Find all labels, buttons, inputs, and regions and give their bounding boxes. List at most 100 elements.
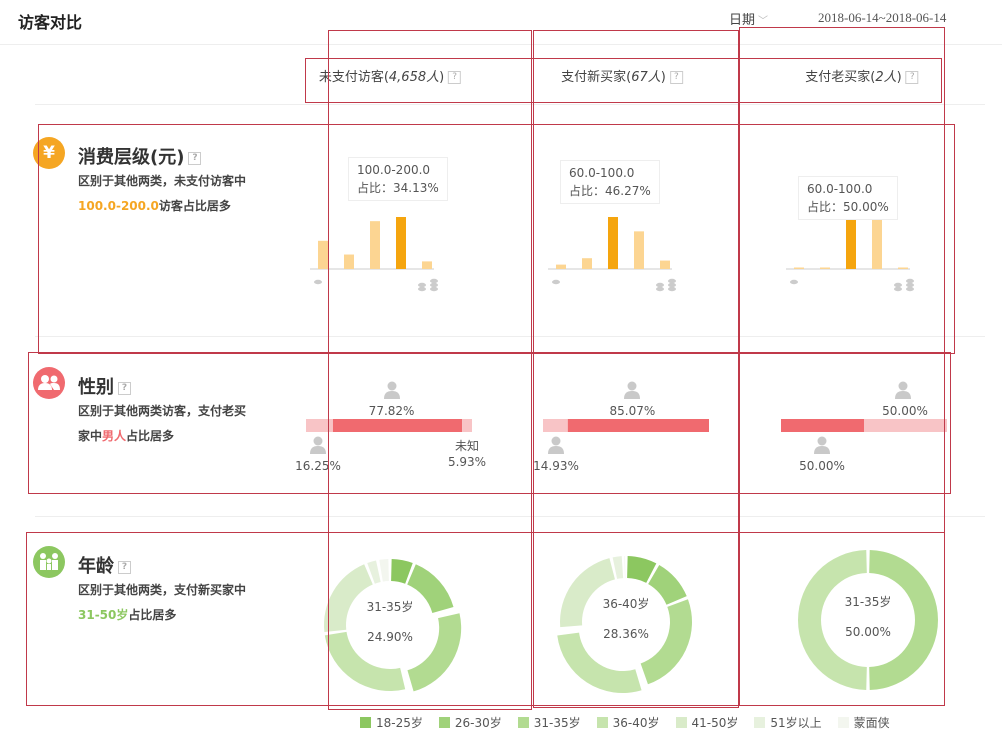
description-highlight: 100.0-200.0 xyxy=(78,199,159,213)
donut-slice[interactable] xyxy=(557,632,642,694)
legend-item[interactable]: 26-30岁 xyxy=(438,714,502,731)
bar[interactable] xyxy=(794,267,804,270)
donut-slice[interactable] xyxy=(560,558,615,628)
legend-item[interactable]: 31-35岁 xyxy=(517,714,581,731)
bar[interactable] xyxy=(872,217,882,269)
people-icon xyxy=(33,367,65,399)
help-icon[interactable]: ? xyxy=(669,71,683,84)
column-label: 支付老买家( xyxy=(805,70,876,85)
donut-slice[interactable] xyxy=(367,560,381,584)
donut-slice[interactable] xyxy=(324,564,373,633)
bar[interactable] xyxy=(820,267,830,270)
bar[interactable] xyxy=(608,217,618,269)
date-dropdown[interactable]: 日期 ﹀ xyxy=(729,9,768,28)
legend-item[interactable]: 18-25岁 xyxy=(360,714,423,731)
legend-item[interactable]: 51岁以上 xyxy=(754,714,822,731)
description-text: 访客占比居多 xyxy=(158,199,231,213)
bar[interactable] xyxy=(582,258,592,269)
column-label-close: ) xyxy=(660,70,666,85)
coin-icon xyxy=(668,286,676,292)
gender-segment-male[interactable] xyxy=(567,419,709,432)
column-header: 支付老买家(2人)? xyxy=(805,66,919,85)
help-icon[interactable]: ? xyxy=(118,560,131,574)
gender-segment-female[interactable] xyxy=(306,419,333,432)
center-value: 24.90% xyxy=(367,630,413,644)
chart-tooltip: 100.0-200.0 占比：34.13% xyxy=(348,157,448,201)
help-icon[interactable]: ? xyxy=(448,71,462,84)
family-icon xyxy=(33,546,65,578)
donut-slice[interactable] xyxy=(624,556,626,579)
legend-swatch xyxy=(596,717,608,728)
coin-icon xyxy=(430,282,438,288)
legend-swatch xyxy=(837,717,849,728)
center-category: 31-35岁 xyxy=(844,595,892,609)
center-category: 36-40岁 xyxy=(602,597,650,611)
bar[interactable] xyxy=(344,254,354,269)
bar[interactable] xyxy=(846,217,856,269)
coin-icon xyxy=(418,286,426,292)
donut-slice[interactable] xyxy=(612,556,624,579)
coin-icon xyxy=(906,286,914,292)
donut-slice[interactable] xyxy=(324,631,406,691)
coin-icon xyxy=(656,282,664,288)
legend-item[interactable]: 36-40岁 xyxy=(596,714,660,731)
bar[interactable] xyxy=(660,260,670,269)
section-title-text: 性别 xyxy=(78,377,114,398)
bar[interactable] xyxy=(422,261,432,269)
age-donut-chart xyxy=(557,556,692,694)
gender-segment-female[interactable] xyxy=(543,419,568,432)
help-icon[interactable]: ? xyxy=(905,71,919,84)
legend-item[interactable]: 蒙面侠 xyxy=(837,714,890,731)
bar[interactable] xyxy=(634,231,644,269)
coin-icon xyxy=(906,282,914,288)
column-count: 2人 xyxy=(875,70,897,85)
donut-slice[interactable] xyxy=(627,556,657,583)
unknown-label: 未知 xyxy=(454,439,480,453)
gender-segment-female[interactable] xyxy=(864,419,947,432)
donut-slice[interactable] xyxy=(407,564,454,613)
center-value: 28.36% xyxy=(603,627,649,641)
page-title: 访客对比 xyxy=(18,13,83,32)
female-share: 50.00% xyxy=(799,459,845,473)
donut-slice[interactable] xyxy=(391,559,413,584)
legend-label: 蒙面侠 xyxy=(853,716,890,730)
donut-slice[interactable] xyxy=(640,599,692,685)
coin-icon xyxy=(790,279,798,285)
section-description: 区别于其他两类，未支付访客中 100.0-200.0访客占比居多 xyxy=(78,169,253,219)
column-header: 未支付访客(4,658人)? xyxy=(319,66,462,85)
bar[interactable] xyxy=(318,240,328,269)
coin-icon xyxy=(656,286,664,292)
gender-segment-male[interactable] xyxy=(332,419,463,432)
donut-slice[interactable] xyxy=(407,613,462,692)
legend-swatch xyxy=(517,717,529,728)
gender-bar xyxy=(543,419,709,432)
gender-segment-unknown[interactable] xyxy=(462,419,472,432)
center-category: 31-35岁 xyxy=(366,600,414,614)
gender-segment-male[interactable] xyxy=(781,419,864,432)
person-icon xyxy=(383,381,400,399)
gender-bar xyxy=(306,419,472,432)
bar[interactable] xyxy=(396,217,406,269)
bar[interactable] xyxy=(370,221,380,269)
help-icon[interactable]: ? xyxy=(118,381,131,395)
help-icon[interactable]: ? xyxy=(188,151,202,165)
male-share: 50.00% xyxy=(882,404,928,418)
donut-slice[interactable] xyxy=(379,559,389,582)
legend-swatch xyxy=(360,717,371,728)
coin-icon xyxy=(906,278,914,284)
description-highlight: 31-50岁 xyxy=(78,608,129,622)
donut-slice[interactable] xyxy=(869,550,938,690)
donut-center-label: 36-40岁 28.36% xyxy=(603,589,650,649)
bar[interactable] xyxy=(898,267,908,270)
tooltip-range: 60.0-100.0 xyxy=(569,166,635,180)
donut-slice[interactable] xyxy=(798,550,867,690)
bar[interactable] xyxy=(556,264,566,269)
tooltip-share: 占比：50.00% xyxy=(807,200,889,214)
legend-item[interactable]: 41-50岁 xyxy=(675,714,738,731)
divider xyxy=(35,336,985,337)
coin-icon xyxy=(668,282,676,288)
unknown-share: 5.93% xyxy=(447,455,487,469)
donut-slice[interactable] xyxy=(648,564,687,605)
section-title-text: 年龄 xyxy=(78,556,114,577)
coin-icon xyxy=(668,278,676,284)
